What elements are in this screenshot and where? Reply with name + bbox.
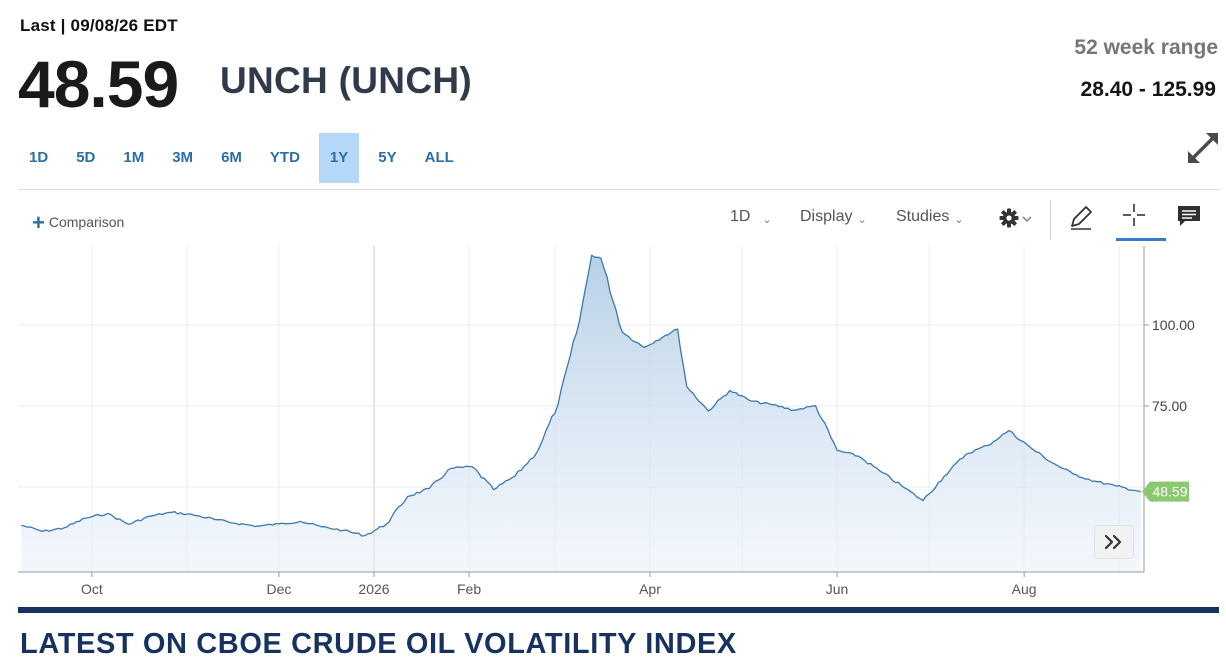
range-tab-all[interactable]: ALL (424, 149, 454, 166)
crosshair-active-indicator (1116, 238, 1166, 241)
pencil-icon[interactable] (1068, 204, 1094, 230)
range-tab-1m[interactable]: 1M (123, 149, 145, 166)
scroll-forward-button[interactable] (1094, 525, 1134, 559)
week-range-value: 28.40 - 125.99 (1080, 78, 1216, 101)
x-tick-label: 2026 (358, 581, 389, 597)
studies-dropdown[interactable]: Studies ⌄ (896, 208, 964, 226)
range-tab-3m[interactable]: 3M (172, 149, 194, 166)
display-dropdown[interactable]: Display ⌄ (800, 208, 867, 226)
plus-icon: + (32, 210, 45, 235)
comparison-label: Comparison (48, 214, 125, 230)
y-tick-label: 100.00 (1152, 317, 1195, 333)
x-tick-label: Apr (639, 581, 661, 597)
price-change: UNCH (UNCH) (220, 60, 472, 101)
y-tick-label: 75.00 (1152, 398, 1187, 414)
range-tab-6m[interactable]: 6M (221, 149, 242, 166)
last-price-tag (1142, 481, 1189, 502)
crosshair-icon[interactable] (1122, 203, 1146, 227)
interval-dropdown[interactable]: 1D ⌄ (730, 208, 772, 226)
interval-label: 1D (730, 208, 751, 225)
comparison-button[interactable]: + Comparison (32, 210, 124, 236)
x-tick-label: Aug (1012, 581, 1037, 597)
display-label: Display (800, 208, 853, 225)
price-chart[interactable]: Oct Dec 2026 Feb Apr Jun Aug 75.00 100.00 48.59 (0, 240, 1226, 600)
section-headline: LATEST ON CBOE CRUDE OIL VOLATILITY INDE… (20, 628, 737, 660)
gear-icon[interactable] (998, 207, 1036, 229)
last-price-tag-label: 48.59 (1152, 484, 1187, 500)
range-tabs: 1D 5D 1M 3M 6M YTD 1Y 5Y ALL (20, 133, 473, 183)
comment-icon[interactable] (1177, 205, 1201, 227)
range-tab-1d[interactable]: 1D (29, 149, 49, 166)
range-tab-5d[interactable]: 5D (76, 149, 96, 166)
x-tick-label: Oct (81, 581, 103, 597)
section-rule (18, 607, 1219, 613)
price-line (21, 254, 1141, 537)
chevron-down-icon: ⌄ (857, 214, 867, 226)
double-chevron-right-icon (1104, 534, 1122, 550)
divider (18, 189, 1220, 190)
x-tick-label: Dec (266, 581, 291, 597)
range-tab-ytd[interactable]: YTD (269, 149, 300, 166)
price-area (21, 255, 1141, 573)
last-timestamp: Last | 09/08/26 EDT (20, 16, 178, 35)
x-tick-label: Jun (826, 581, 849, 597)
range-tab-5y[interactable]: 5Y (378, 149, 397, 166)
x-tick-label: Feb (457, 581, 481, 597)
range-tab-1y[interactable]: 1Y (318, 133, 360, 183)
chevron-down-icon: ⌄ (762, 214, 772, 226)
week-range-label: 52 week range (1074, 36, 1218, 59)
last-price: 48.59 (18, 47, 179, 121)
chevron-down-icon: ⌄ (954, 214, 964, 226)
expand-icon[interactable] (1186, 131, 1220, 165)
toolbar-divider (1050, 200, 1051, 240)
studies-label: Studies (896, 208, 950, 225)
